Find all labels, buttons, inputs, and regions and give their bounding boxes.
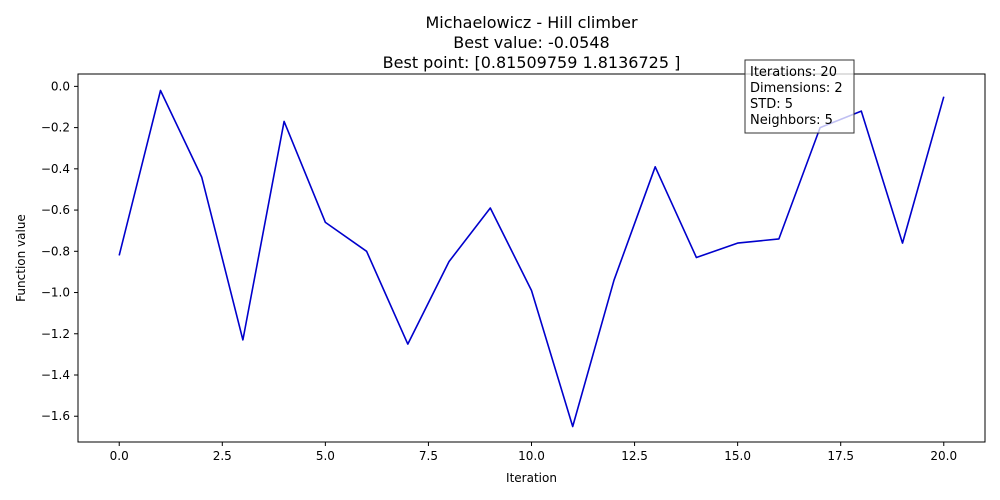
y-axis-label: Function value (14, 214, 28, 302)
chart-title-line-1: Best value: -0.0548 (453, 33, 609, 52)
y-tick-label: 0.0 (51, 79, 70, 93)
y-tick-label: −1.6 (41, 409, 70, 423)
series-line-0 (118, 89, 945, 428)
info-box-line: Neighbors: 5 (750, 113, 833, 128)
x-axis: 0.0 2.5 5.0 7.5 10.0 12.5 15.0 17.5 20.0 (110, 442, 957, 463)
x-tick-label: 15.0 (724, 449, 751, 463)
x-tick-label: 17.5 (827, 449, 854, 463)
y-tick-label: −0.4 (41, 162, 70, 176)
y-tick-label: −0.8 (41, 244, 70, 258)
x-axis-label: Iteration (506, 471, 557, 485)
y-tick-label: −1.2 (41, 327, 70, 341)
info-box-frame (744, 59, 855, 134)
chart-title-line-2: Best point: [0.81509759 1.8136725 ] (383, 53, 681, 72)
y-tick-label: −0.6 (41, 203, 70, 217)
y-tick-label: −1.4 (41, 368, 70, 382)
info-box-line: Iterations: 20 (750, 65, 837, 80)
x-tick-label: 2.5 (213, 449, 232, 463)
x-tick-label: 0.0 (110, 449, 129, 463)
y-tick-label: −1.0 (41, 286, 70, 300)
x-tick-label: 20.0 (930, 449, 957, 463)
info-box-line: Dimensions: 2 (750, 81, 843, 96)
x-tick-label: 5.0 (316, 449, 335, 463)
y-axis: 0.0 −0.2 −0.4 −0.6 −0.8 −1.0 −1.2 −1.4 −1.6 (41, 79, 78, 423)
info-box-line: STD: 5 (750, 97, 793, 112)
x-tick-label: 12.5 (621, 449, 648, 463)
series-group (118, 89, 945, 428)
chart-title-line-0: Michaelowicz - Hill climber (425, 13, 637, 32)
x-tick-label: 7.5 (419, 449, 438, 463)
x-tick-label: 10.0 (518, 449, 545, 463)
y-tick-label: −0.2 (41, 121, 70, 135)
